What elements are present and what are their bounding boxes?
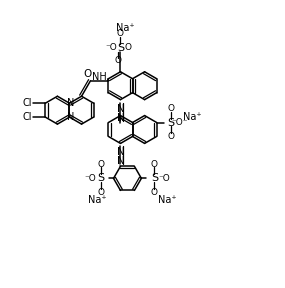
Text: O: O xyxy=(151,160,158,169)
Text: N: N xyxy=(117,147,124,157)
Text: S: S xyxy=(117,43,124,53)
Text: N: N xyxy=(117,156,124,166)
Text: O: O xyxy=(117,29,124,39)
Text: NH: NH xyxy=(92,72,107,82)
Text: S: S xyxy=(97,173,104,183)
Text: Na⁺: Na⁺ xyxy=(88,195,107,205)
Text: Na⁺: Na⁺ xyxy=(158,195,177,205)
Text: ⁻O: ⁻O xyxy=(158,174,170,183)
Text: O: O xyxy=(97,188,104,197)
Text: N: N xyxy=(67,112,74,122)
Text: O: O xyxy=(151,188,158,197)
Text: O: O xyxy=(167,104,174,113)
Text: O: O xyxy=(115,56,122,65)
Text: Na⁺: Na⁺ xyxy=(183,111,202,122)
Text: N: N xyxy=(67,98,74,108)
Text: ⁻O: ⁻O xyxy=(106,43,117,52)
Text: ⁻O⁻: ⁻O⁻ xyxy=(171,118,188,127)
Text: S: S xyxy=(167,118,174,128)
Text: O: O xyxy=(97,160,104,169)
Text: N: N xyxy=(117,104,124,113)
Text: O: O xyxy=(167,132,174,141)
Text: N: N xyxy=(117,113,124,122)
Text: Cl: Cl xyxy=(23,98,32,108)
Text: Cl: Cl xyxy=(23,112,32,122)
Text: O: O xyxy=(84,69,92,79)
Text: ⁻O: ⁻O xyxy=(85,174,97,183)
Text: S: S xyxy=(151,173,158,183)
Text: O: O xyxy=(125,43,132,52)
Text: Na⁺: Na⁺ xyxy=(116,23,135,33)
